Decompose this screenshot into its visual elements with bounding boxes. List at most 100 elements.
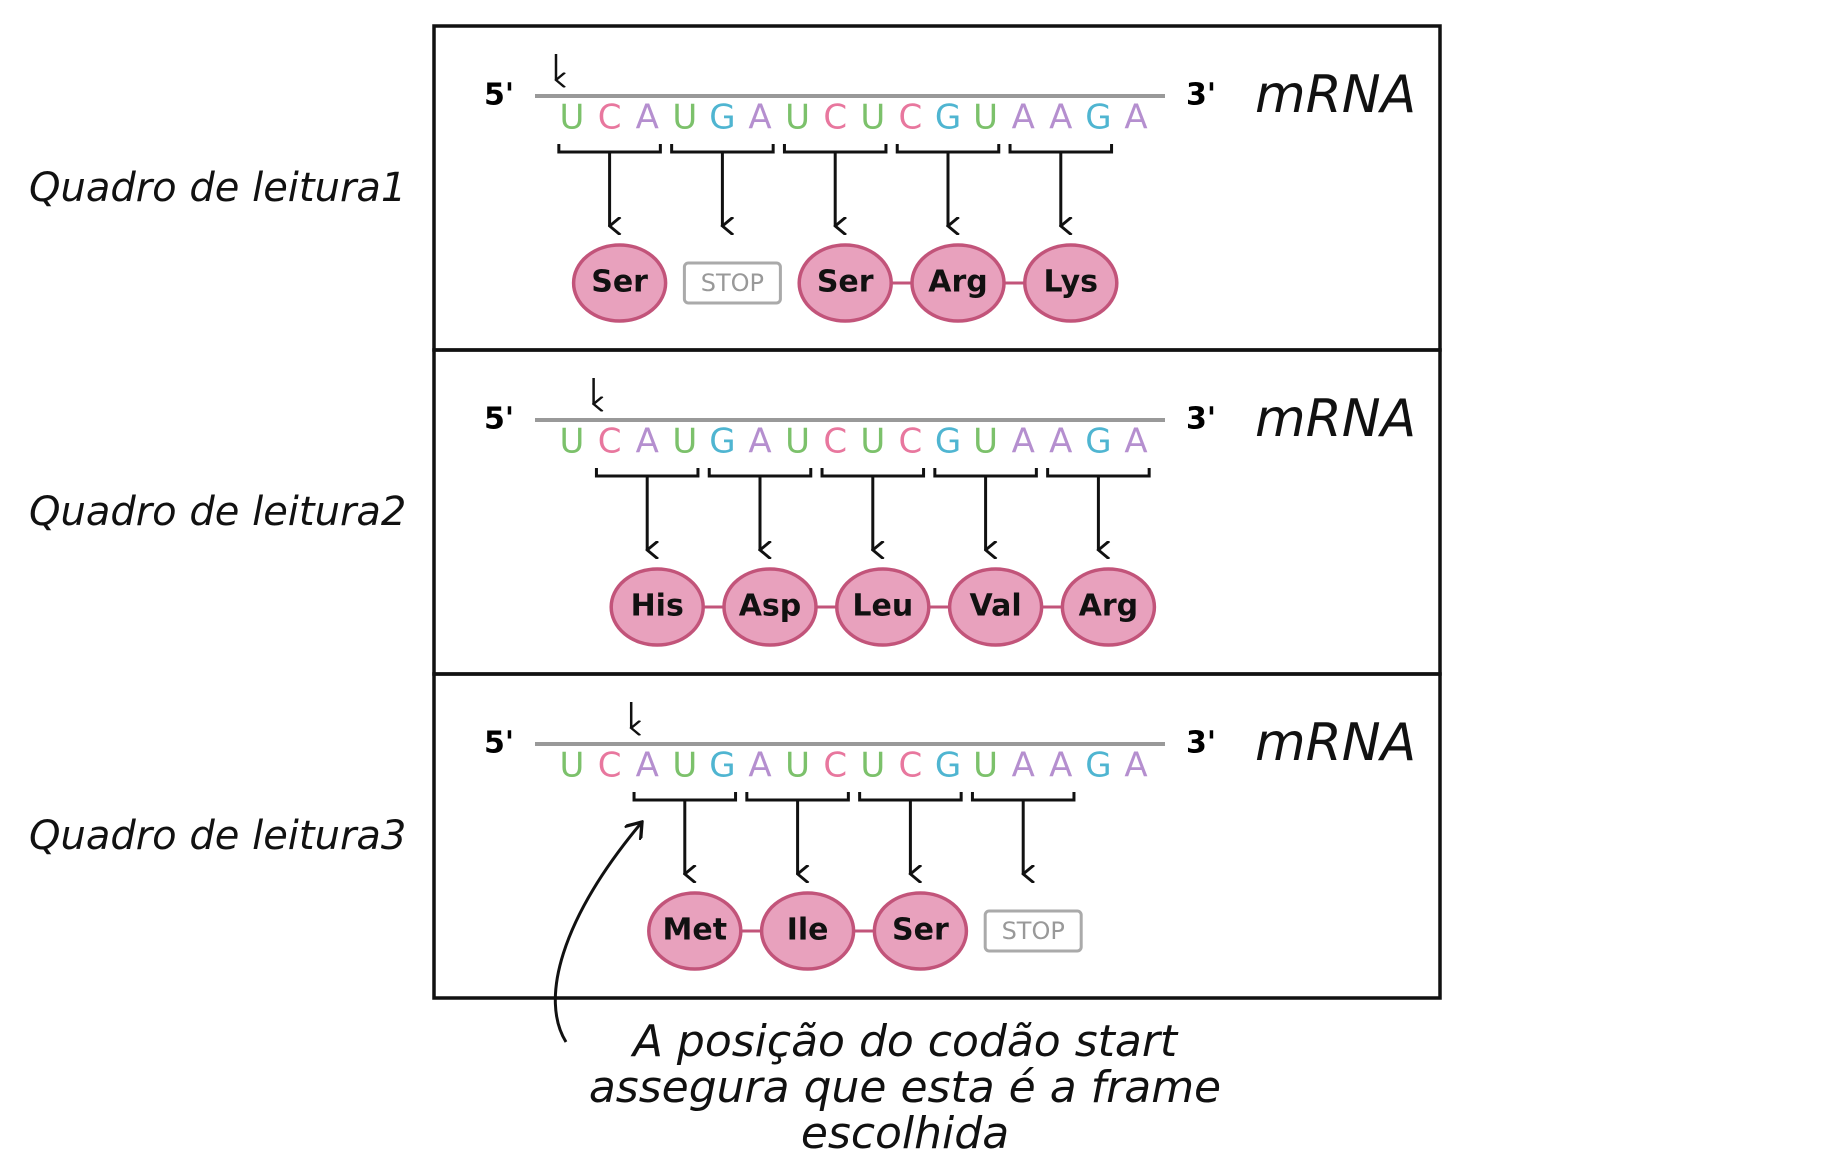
base: U (973, 422, 998, 462)
stop-box (983, 909, 1083, 953)
codon-bracket (1046, 468, 1151, 478)
amino-acid (722, 567, 818, 647)
base: C (598, 98, 622, 138)
base: A (636, 746, 659, 786)
codon-bracket (707, 468, 813, 478)
three-prime: 3' (1186, 402, 1216, 437)
base: C (899, 746, 923, 786)
codon-bracket (970, 792, 1076, 802)
base: U (860, 98, 885, 138)
base: A (748, 746, 771, 786)
amino-acid-label: His (631, 589, 684, 624)
amino-acid (872, 891, 969, 971)
base: G (1085, 98, 1111, 138)
five-prime: 5' (484, 726, 514, 761)
base: G (709, 422, 735, 462)
amino-acid (1060, 567, 1157, 647)
base: A (1049, 746, 1072, 786)
frame-box (432, 672, 1442, 1000)
base: C (823, 422, 847, 462)
amino-acid-label: Met (663, 913, 728, 948)
amino-acid (910, 243, 1006, 323)
amino-acid-label: Val (970, 589, 1022, 624)
base: U (560, 422, 585, 462)
amino-acid-label: Arg (928, 265, 988, 300)
base: A (636, 98, 659, 138)
codon-bracket (895, 144, 1001, 154)
annotation-line: A posição do codão start (630, 1016, 1179, 1067)
base: U (860, 746, 885, 786)
amino-acid (835, 567, 931, 647)
codon-bracket (782, 144, 888, 154)
base: A (1124, 746, 1147, 786)
codon-bracket (820, 468, 926, 478)
five-prime: 5' (484, 402, 514, 437)
amino-acid (947, 567, 1044, 647)
stop-box (682, 261, 782, 305)
base: G (935, 746, 961, 786)
amino-acid (1023, 243, 1119, 323)
base: G (709, 746, 735, 786)
base: C (899, 98, 923, 138)
amino-acid-label: Ser (817, 265, 874, 300)
amino-acid-label: Leu (852, 589, 913, 624)
amino-acid-label: Arg (1079, 589, 1139, 624)
base: U (973, 98, 998, 138)
base: A (748, 422, 771, 462)
amino-acid (571, 243, 668, 323)
codon-bracket (557, 144, 662, 154)
amino-acid (647, 891, 743, 971)
base: A (1124, 422, 1147, 462)
base: G (1085, 422, 1111, 462)
mrna-label: mRNA (1255, 389, 1416, 449)
amino-acid-label: Lys (1044, 265, 1099, 300)
base: U (973, 746, 998, 786)
amino-acid-label: Ile (787, 913, 829, 948)
amino-acid-label: Asp (739, 589, 802, 624)
codon-bracket (670, 144, 775, 154)
base: C (823, 746, 847, 786)
base: C (899, 422, 923, 462)
base: A (1012, 98, 1035, 138)
base: U (785, 98, 810, 138)
base: A (1049, 98, 1072, 138)
five-prime: 5' (484, 78, 514, 113)
codon-bracket (1008, 144, 1114, 154)
base: A (1012, 422, 1035, 462)
amino-acid-label: Ser (591, 265, 648, 300)
base: G (935, 422, 961, 462)
frame-label: Quadro de leitura3 (29, 813, 406, 859)
base: A (748, 98, 771, 138)
three-prime: 3' (1186, 78, 1216, 113)
frame-label: Quadro de leitura2 (29, 489, 406, 535)
mrna-label: mRNA (1255, 713, 1416, 773)
annotation-line: assegura que esta é a frame (589, 1062, 1221, 1113)
base: A (1049, 422, 1072, 462)
annotation-line: escolhida (801, 1108, 1009, 1159)
stop-label: STOP (1002, 917, 1065, 945)
three-prime: 3' (1186, 726, 1216, 761)
base: A (1012, 746, 1035, 786)
annotation-arrow (553, 822, 642, 1043)
codon-bracket (594, 468, 700, 478)
amino-acid (797, 243, 893, 323)
base: U (560, 98, 585, 138)
base: C (823, 98, 847, 138)
stop-label: STOP (701, 269, 764, 297)
base: U (672, 746, 697, 786)
base: U (785, 746, 810, 786)
base: C (598, 746, 622, 786)
base: A (1124, 98, 1147, 138)
codon-bracket (745, 792, 850, 802)
base: U (560, 746, 585, 786)
base: G (709, 98, 735, 138)
frame-label: Quadro de leitura1 (29, 165, 406, 211)
codon-bracket (933, 468, 1038, 478)
base: U (785, 422, 810, 462)
base: G (935, 98, 961, 138)
base: U (672, 98, 697, 138)
base: A (636, 422, 659, 462)
